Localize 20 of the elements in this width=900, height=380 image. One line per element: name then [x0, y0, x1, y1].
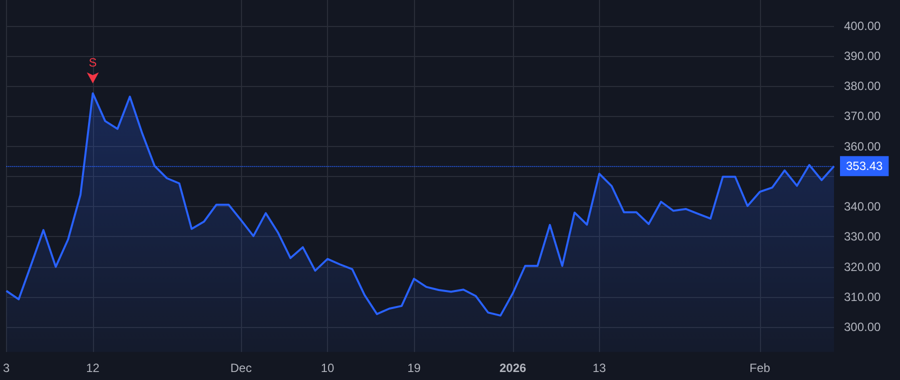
y-tick-label: 320.00 [844, 260, 882, 274]
y-tick-label: 300.00 [844, 320, 882, 334]
x-tick-label: 3 [2, 361, 10, 375]
y-tick-label: 370.00 [844, 109, 882, 124]
x-tick-label: Dec [230, 361, 252, 375]
x-tick-label: 10 [320, 361, 335, 375]
x-tick-label: 19 [407, 361, 421, 375]
y-tick-label: 310.00 [844, 290, 882, 304]
x-tick-label: 13 [592, 361, 606, 375]
y-tick-label: 340.00 [844, 200, 882, 214]
ref-line-label: 353.43 [846, 159, 884, 174]
x-tick-label: Feb [750, 361, 771, 375]
y-tick-label: 380.00 [844, 79, 882, 94]
y-tick-label: 400.00 [844, 18, 882, 33]
x-tick-label: 2026 [499, 361, 526, 375]
y-tick-label: 360.00 [844, 139, 882, 154]
y-tick-label: 330.00 [844, 230, 882, 244]
x-tick-label: 12 [86, 361, 100, 375]
y-tick-label: 390.00 [844, 49, 882, 64]
annotation: S [88, 55, 97, 70]
